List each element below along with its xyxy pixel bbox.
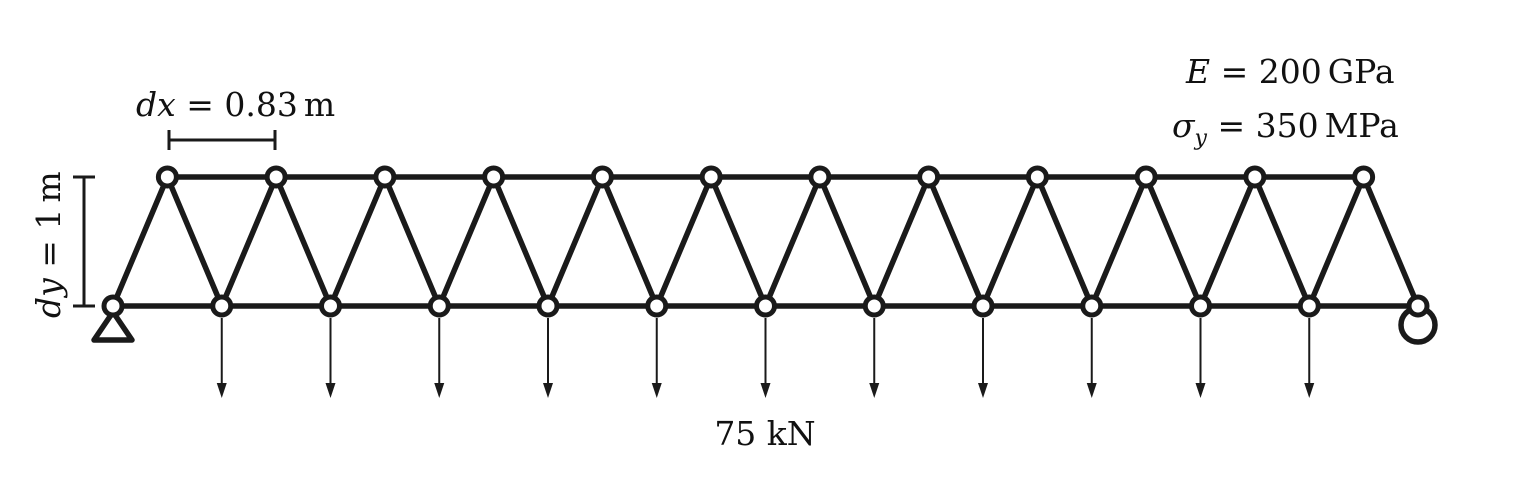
diagonal-member — [1360, 174, 1421, 309]
property-e-equals: = — [1210, 52, 1259, 91]
diagonal-member — [980, 174, 1041, 309]
bottom-joint — [971, 294, 995, 318]
truss-joints — [101, 165, 1430, 318]
diagonal-member — [1306, 174, 1367, 309]
dx-unit: m — [304, 85, 335, 124]
diagonal-member — [1252, 174, 1312, 309]
top-joint — [373, 165, 397, 189]
load-arrow-head — [978, 383, 988, 398]
top-joint — [699, 165, 723, 189]
property-sigma-subscript: y — [1194, 126, 1208, 151]
load-arrow-head — [543, 383, 553, 398]
dy-dimension — [73, 175, 95, 308]
dy-equals: = — [29, 230, 68, 279]
diagonal-member — [545, 174, 606, 309]
property-e-unit: GPa — [1328, 52, 1395, 91]
property-elastic-modulus: E = 200 GPa — [1185, 52, 1395, 91]
diagonal-member — [708, 174, 769, 309]
property-yield-stress: σy = 350 MPa — [1172, 106, 1399, 151]
diagonal-member — [382, 174, 442, 309]
top-joint — [482, 165, 506, 189]
diagonal-member — [654, 174, 714, 309]
diagonal-member — [1034, 174, 1095, 309]
diagonal-member — [490, 174, 551, 309]
top-joint — [1352, 165, 1376, 189]
load-arrows — [216, 318, 1315, 398]
property-sigma-equals: = — [1207, 106, 1256, 145]
dy-label: dy = 1 m — [29, 171, 68, 318]
bottom-joint — [319, 294, 342, 318]
load-arrow-head — [869, 383, 880, 398]
top-joint — [155, 165, 179, 189]
top-joint — [590, 165, 614, 189]
load-arrow-head — [1304, 383, 1315, 398]
property-e-symbol: E — [1185, 52, 1210, 91]
diagonal-member — [817, 174, 877, 309]
top-joint — [264, 165, 288, 189]
diagonal-member — [273, 174, 334, 309]
property-e-value: 200 — [1259, 52, 1322, 91]
load-arrow-head — [1086, 383, 1097, 398]
load-arrow-head — [760, 383, 771, 398]
bottom-joint — [210, 294, 234, 318]
property-sigma-value: 350 — [1256, 106, 1319, 145]
truss-members — [110, 174, 1421, 309]
dx-dimension — [167, 130, 277, 150]
diagonal-member — [219, 174, 279, 309]
diagonal-member — [762, 174, 823, 309]
diagonal-member — [436, 174, 497, 309]
diagonal-member — [925, 174, 986, 309]
diagonal-member — [871, 174, 932, 309]
load-arrow-head — [1195, 383, 1206, 398]
bottom-joint — [1189, 294, 1212, 318]
dy-value: 1 — [29, 209, 68, 230]
top-joint — [917, 165, 941, 189]
dx-symbol: dx — [136, 85, 176, 124]
diagonal-member — [599, 174, 660, 309]
bottom-joint — [427, 294, 451, 318]
property-sigma-unit: MPa — [1325, 106, 1399, 145]
bottom-joint — [754, 294, 777, 318]
dx-label: dx = 0.83 m — [136, 85, 335, 124]
load-arrow-head — [651, 383, 662, 398]
bottom-joint — [1406, 294, 1430, 318]
dy-symbol: dy — [29, 278, 68, 318]
dx-value: 0.83 — [224, 85, 297, 124]
bottom-joint — [1297, 294, 1321, 318]
load-arrow-head — [325, 383, 336, 398]
load-arrow-head — [216, 383, 227, 398]
diagonal-member — [1089, 174, 1149, 309]
top-joint — [1134, 165, 1158, 189]
bottom-joint — [645, 294, 669, 318]
dx-equals: = — [176, 85, 225, 124]
load-label: 75 kN — [714, 414, 815, 453]
bottom-joint — [101, 294, 125, 318]
diagonal-member — [327, 174, 388, 309]
top-joint — [1025, 165, 1049, 189]
bottom-joint — [1080, 294, 1104, 318]
diagonal-member — [164, 174, 225, 309]
top-joint — [808, 165, 832, 189]
diagonal-member — [110, 174, 171, 309]
bottom-joint — [536, 294, 560, 318]
dy-unit: m — [29, 171, 68, 202]
property-sigma-symbol: σ — [1172, 106, 1196, 145]
top-joint — [1243, 165, 1267, 189]
diagonal-member — [1197, 174, 1258, 309]
pin-support-icon — [91, 309, 135, 343]
bottom-joint — [862, 294, 886, 318]
load-arrow-head — [434, 383, 445, 398]
diagonal-member — [1143, 174, 1204, 309]
